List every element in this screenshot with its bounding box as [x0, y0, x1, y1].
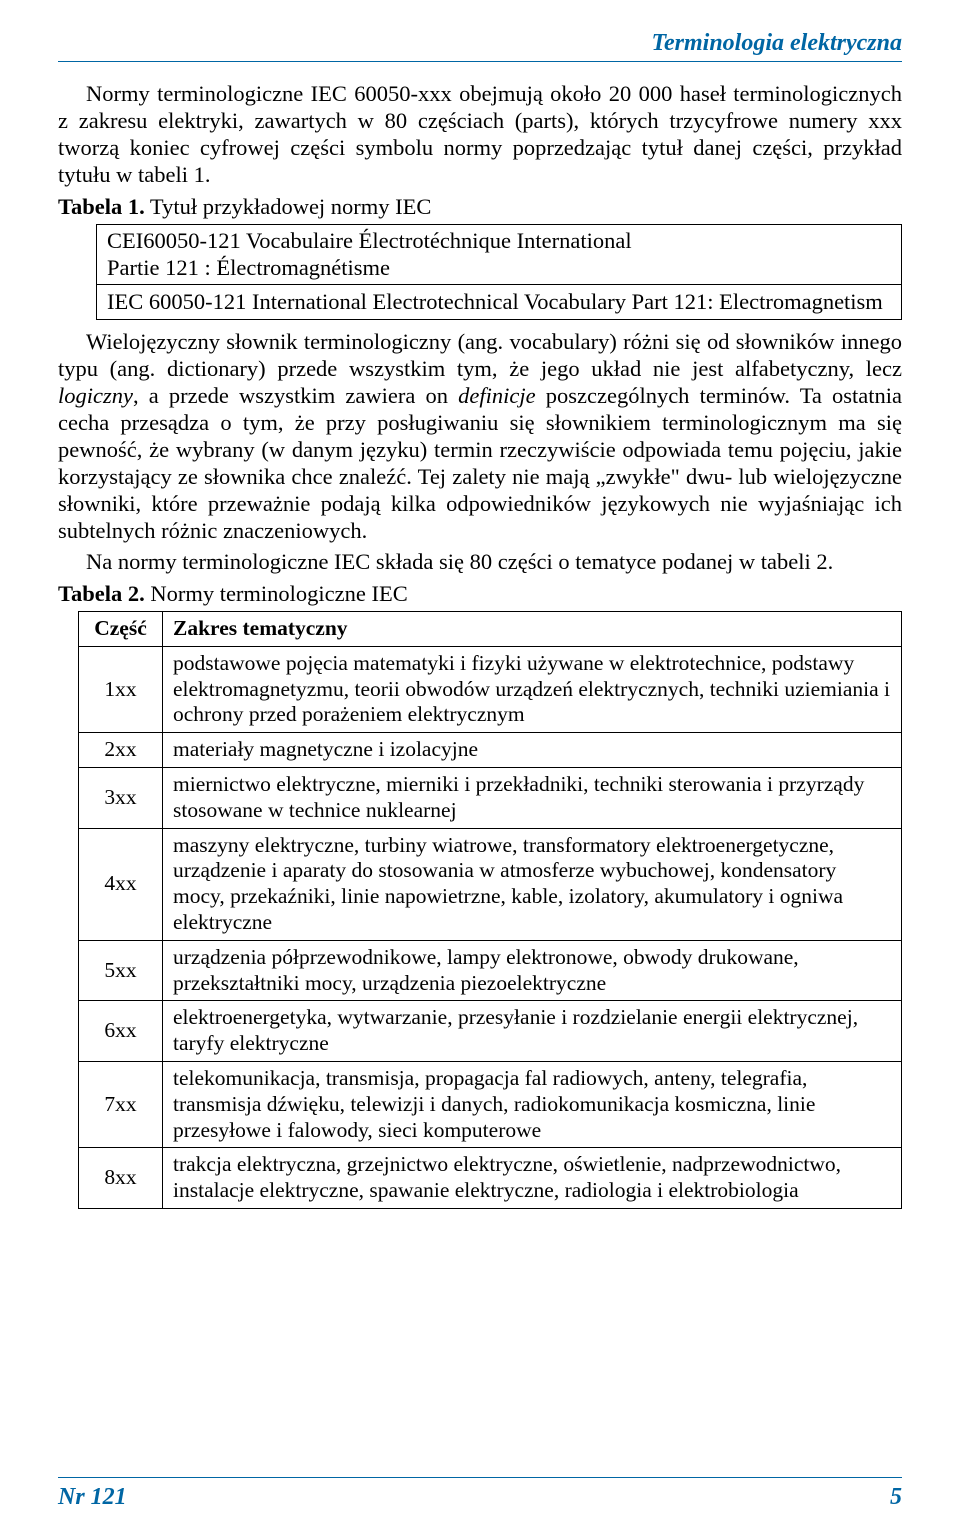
table2-cell-scope: trakcja elektryczna, grzejnictwo elektry… [163, 1148, 902, 1209]
table2-header-row: Część Zakres tematyczny [79, 612, 902, 647]
table-row: 5xxurządzenia półprzewodnikowe, lampy el… [79, 940, 902, 1001]
table1-line3: IEC 60050-121 International Electrotechn… [107, 288, 891, 315]
table-row: 7xxtelekomunikacja, transmisja, propagac… [79, 1061, 902, 1147]
para2-italic1: logiczny [58, 383, 133, 408]
table1-caption-rest: Tytuł przykładowej normy IEC [145, 194, 432, 219]
table2-header-part: Część [79, 612, 163, 647]
table2-cell-part: 8xx [79, 1148, 163, 1209]
table2-caption: Tabela 2. Normy terminologiczne IEC [58, 581, 902, 607]
table2-cell-scope: elektroenergetyka, wytwarzanie, przesyła… [163, 1001, 902, 1062]
table-row: 3xxmiernictwo elektryczne, mierniki i pr… [79, 767, 902, 828]
table2-cell-part: 7xx [79, 1061, 163, 1147]
page-header-title: Terminologia elektryczna [58, 0, 902, 62]
paragraph-3-text: Na normy terminologiczne IEC składa się … [86, 549, 833, 574]
table2-cell-scope: materiały magnetyczne i izolacyjne [163, 733, 902, 768]
table2-header-scope: Zakres tematyczny [163, 612, 902, 647]
paragraph-2: Wielojęzyczny słownik terminologiczny (a… [58, 328, 902, 544]
table2-cell-scope: telekomunikacja, transmisja, propagacja … [163, 1061, 902, 1147]
table-row: 4xxmaszyny elektryczne, turbiny wiatrowe… [79, 828, 902, 940]
table2-cell-scope: urządzenia półprzewodnikowe, lampy elekt… [163, 940, 902, 1001]
table2-cell-part: 6xx [79, 1001, 163, 1062]
para2-a: Wielojęzyczny słownik terminologiczny (a… [58, 329, 902, 381]
table2-cell-part: 3xx [79, 767, 163, 828]
paragraph-3: Na normy terminologiczne IEC składa się … [58, 548, 902, 575]
table-row: 8xxtrakcja elektryczna, grzejnictwo elek… [79, 1148, 902, 1209]
table-row: 6xxelektroenergetyka, wytwarzanie, przes… [79, 1001, 902, 1062]
table1-line1: CEI60050-121 Vocabulaire Électrotéchniqu… [107, 227, 891, 254]
table1-caption-bold: Tabela 1. [58, 194, 145, 219]
paragraph-1: Normy terminologiczne IEC 60050-xxx obej… [58, 80, 902, 188]
para2-b: , a przede wszystkim zawiera on [133, 383, 458, 408]
table2-cell-part: 1xx [79, 646, 163, 732]
table2-cell-part: 4xx [79, 828, 163, 940]
table2-cell-scope: miernictwo elektryczne, mierniki i przek… [163, 767, 902, 828]
table-row: 1xxpodstawowe pojęcia matematyki i fizyk… [79, 646, 902, 732]
table2-caption-rest: Normy terminologiczne IEC [145, 581, 408, 606]
table2-cell-part: 5xx [79, 940, 163, 1001]
table1-line2: Partie 121 : Électromagnétisme [107, 254, 891, 281]
footer-page-number: 5 [890, 1484, 902, 1511]
table1-caption: Tabela 1. Tytuł przykładowej normy IEC [58, 194, 902, 220]
para2-italic2: definicje [458, 383, 535, 408]
table1-divider [97, 284, 901, 285]
table2-cell-scope: podstawowe pojęcia matematyki i fizyki u… [163, 646, 902, 732]
footer-issue: Nr 121 [58, 1484, 127, 1511]
table2-cell-scope: maszyny elektryczne, turbiny wiatrowe, t… [163, 828, 902, 940]
table2: Część Zakres tematyczny 1xxpodstawowe po… [78, 611, 902, 1209]
table-row: 2xxmateriały magnetyczne i izolacyjne [79, 733, 902, 768]
table2-caption-bold: Tabela 2. [58, 581, 145, 606]
paragraph-1-text: Normy terminologiczne IEC 60050-xxx obej… [58, 81, 902, 187]
table1-box: CEI60050-121 Vocabulaire Électrotéchniqu… [96, 224, 902, 320]
page-footer: Nr 121 5 [58, 1477, 902, 1511]
table2-cell-part: 2xx [79, 733, 163, 768]
